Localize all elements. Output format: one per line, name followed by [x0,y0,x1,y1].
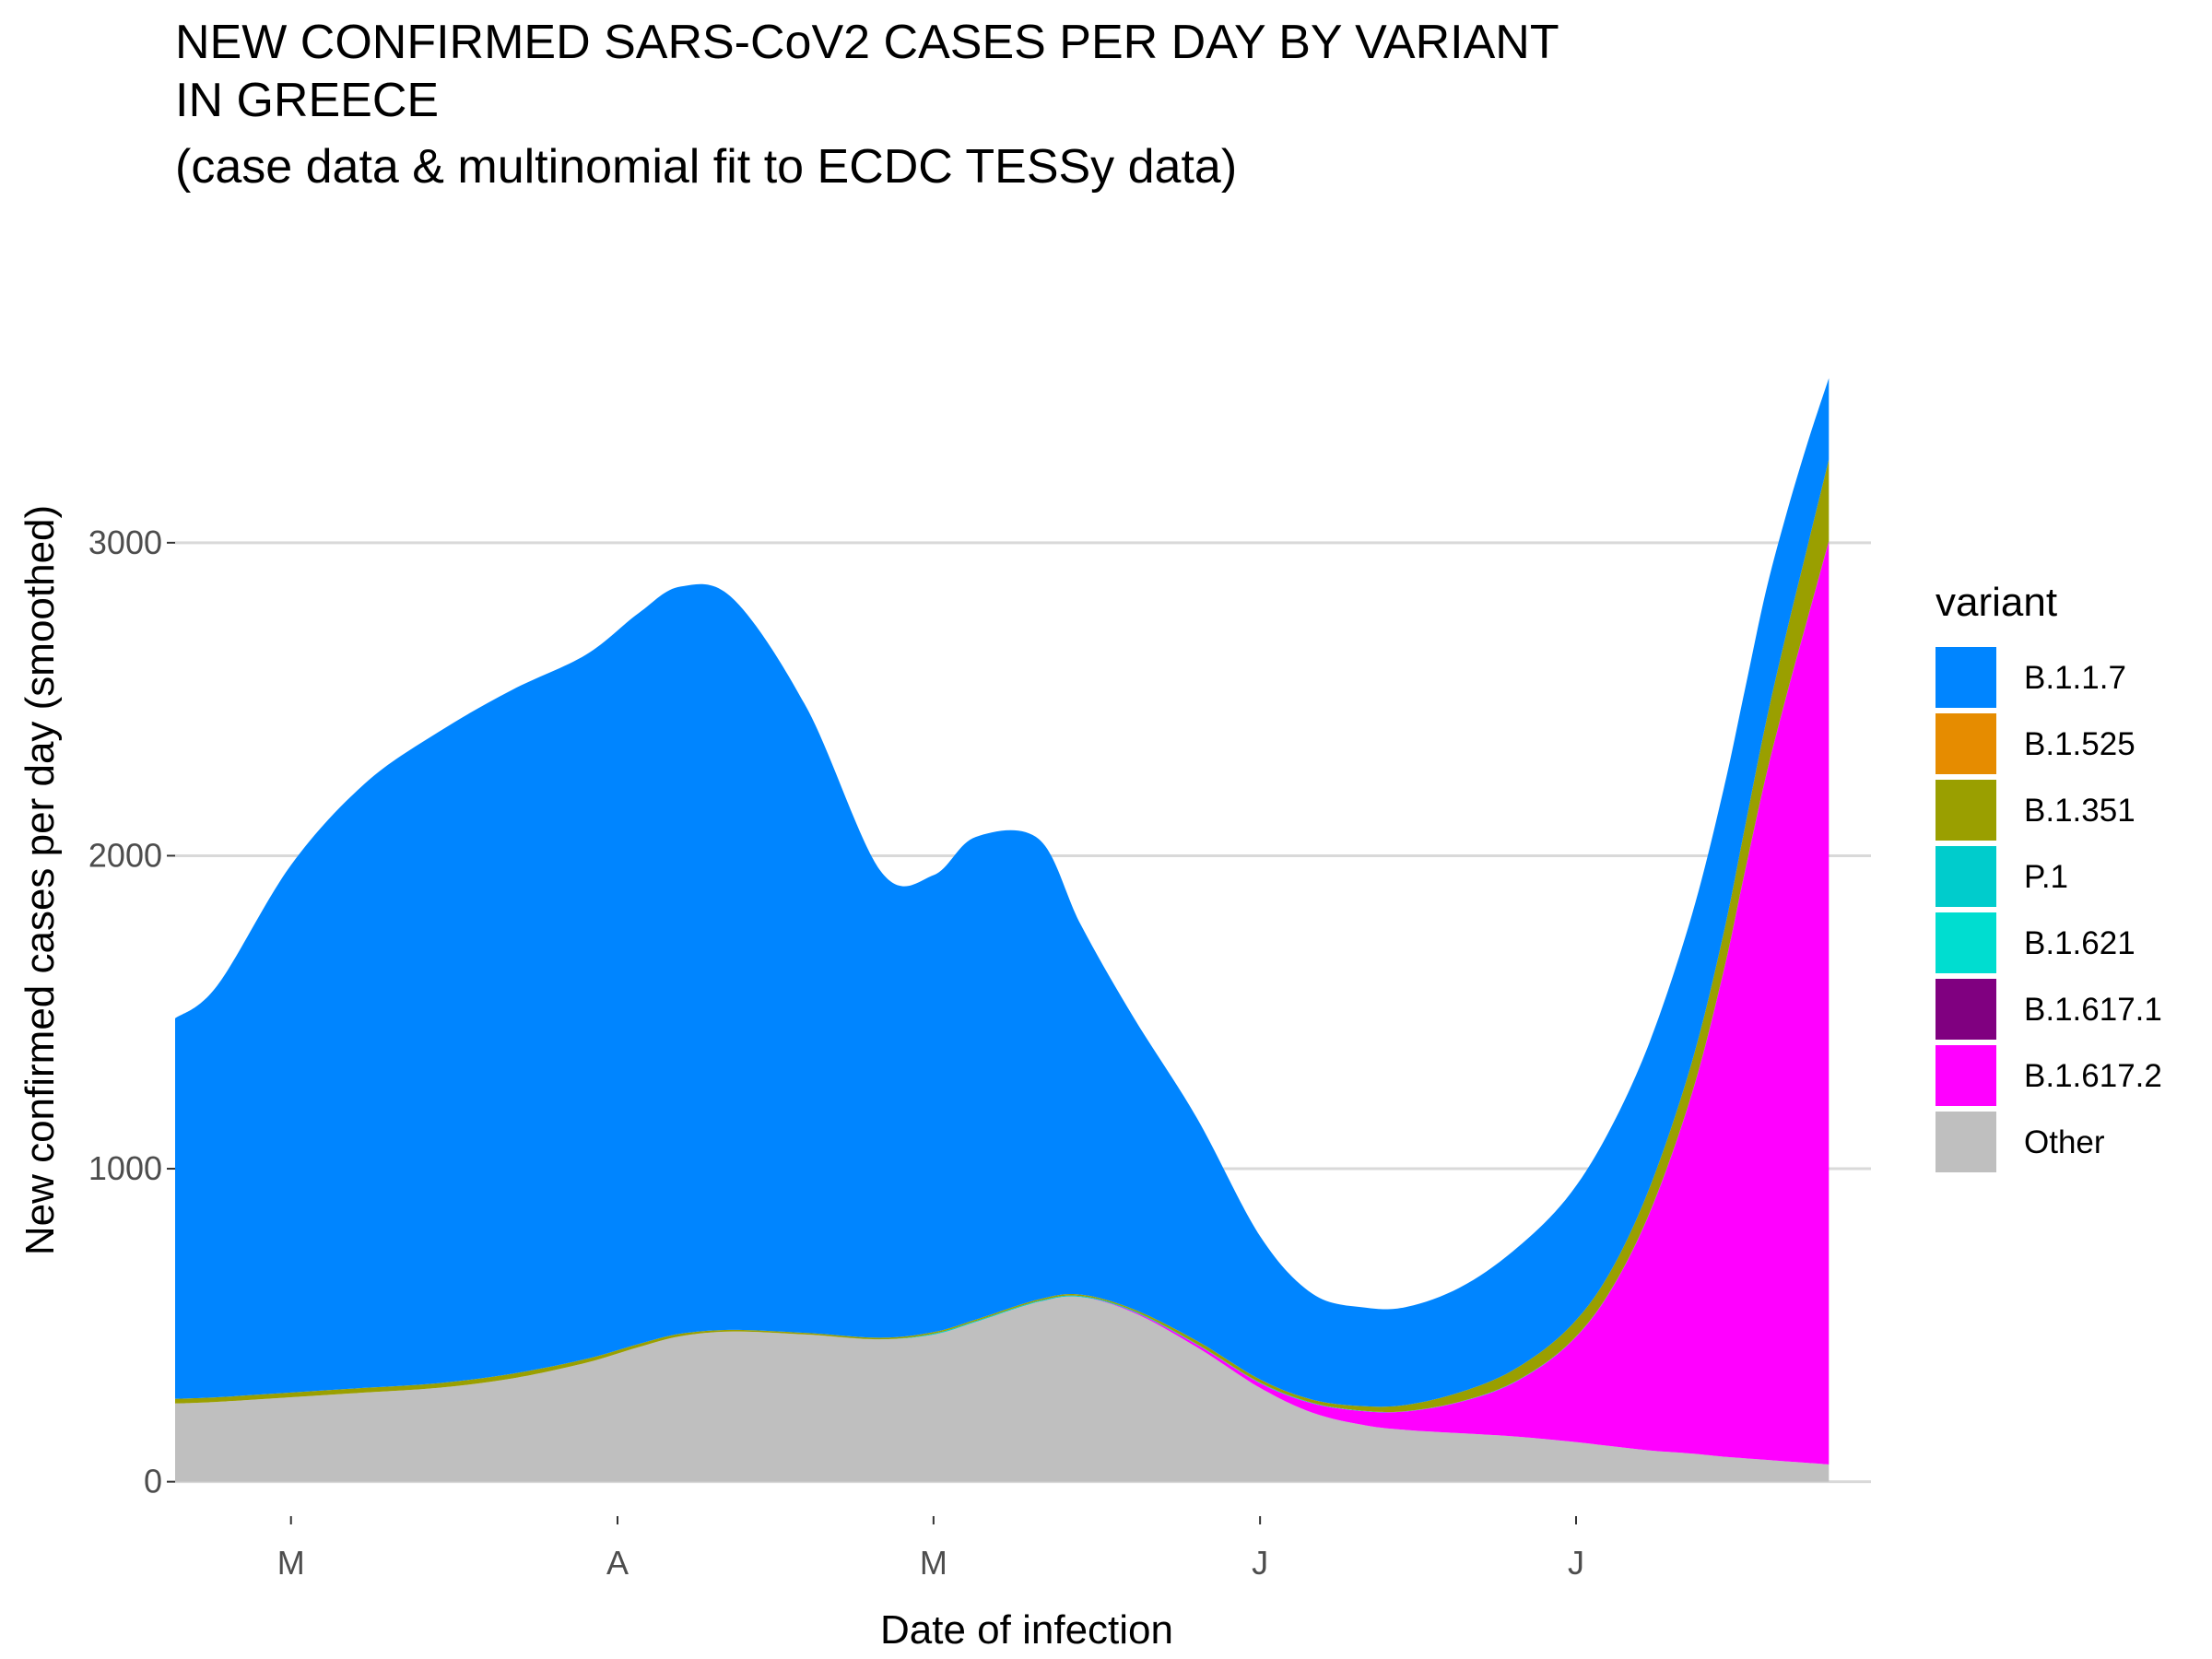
legend-swatch-b-1-1-7 [1936,647,1996,708]
y-tick-label: 1000 [88,1149,162,1187]
y-tick-label: 3000 [88,524,162,561]
chart-title: NEW CONFIRMED SARS-CoV2 CASES PER DAY BY… [175,16,1559,194]
area-other [175,1296,1830,1482]
area-b-1-1-7 [175,378,1830,1407]
x-axis-title: Date of infection [880,1607,1173,1653]
y-axis-title: New confirmed cases per day (smoothed) [18,505,63,1255]
legend-swatch-p-1 [1936,846,1996,907]
legend-label-other: Other [2024,1124,2105,1160]
x-tick-label: M [920,1544,947,1582]
legend-label-b-1-617-1: B.1.617.1 [2024,992,2162,1028]
y-tick-label: 0 [144,1463,162,1500]
legend-label-p-1: P.1 [2024,859,2068,895]
legend-label-b-1-525: B.1.525 [2024,726,2136,762]
x-tick-label: J [1568,1544,1584,1582]
area-b-1-617-2 [175,541,1830,1465]
legend-swatch-b-1-617-1 [1936,979,1996,1040]
title-line-2: IN GREECE [175,74,439,127]
legend-label-b-1-351: B.1.351 [2024,793,2136,829]
legend-swatch-other [1936,1112,1996,1172]
legend-label-b-1-617-2: B.1.617.2 [2024,1058,2162,1094]
legend-swatch-b-1-525 [1936,713,1996,774]
title-line-1: NEW CONFIRMED SARS-CoV2 CASES PER DAY BY… [175,16,1559,69]
legend-label-b-1-621: B.1.621 [2024,925,2136,961]
y-tick-label: 2000 [88,836,162,874]
x-tick-label: J [1252,1544,1268,1582]
x-tick-label: A [606,1544,629,1582]
stacked-areas [175,378,1830,1482]
legend-title: variant [1936,580,2057,625]
legend-swatch-b-1-351 [1936,780,1996,841]
legend-swatch-b-1-621 [1936,912,1996,973]
y-axis: 0 1000 2000 3000 [88,524,175,1500]
legend: variant B.1.1.7 B.1.525 B.1.351 P.1 B.1.621 B… [1936,580,2162,1172]
x-tick-label: M [277,1544,305,1582]
legend-label-b-1-1-7: B.1.1.7 [2024,660,2126,696]
title-line-3: (case data & multinomial fit to ECDC TES… [175,140,1237,194]
legend-swatch-b-1-617-2 [1936,1045,1996,1106]
